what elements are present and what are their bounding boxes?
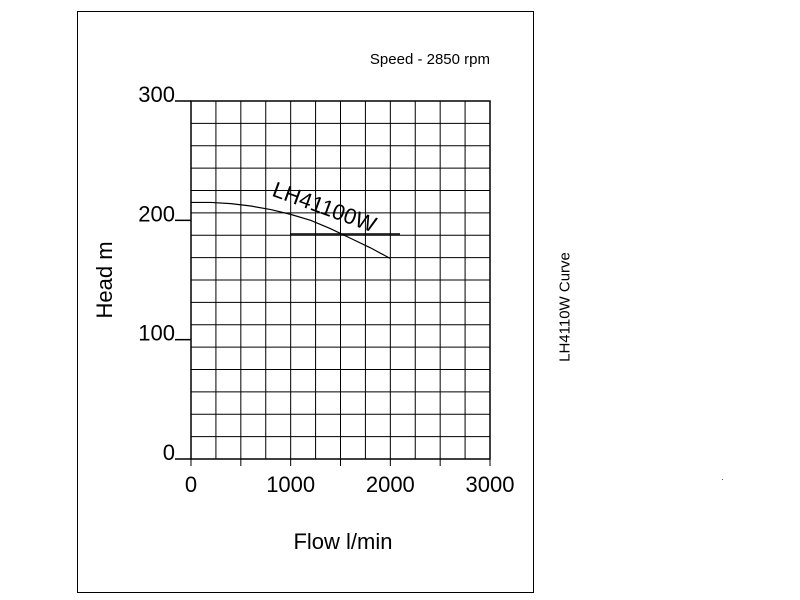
series-lines — [191, 201, 400, 260]
x-tick-label: 3000 — [466, 472, 515, 497]
x-axis-ticks: 0 1000 2000 3000 — [185, 459, 515, 497]
x-tick-label: 0 — [185, 472, 197, 497]
y-axis-ticks: 0 100 200 300 — [138, 82, 191, 465]
x-tick-label: 2000 — [366, 472, 415, 497]
chart-frame — [77, 11, 534, 593]
y-tick-label: 0 — [163, 440, 175, 465]
y-tick-label: 200 — [138, 201, 175, 226]
series-line — [191, 201, 391, 260]
x-axis-label: Flow l/min — [293, 529, 392, 554]
speed-label: Speed - 2850 rpm — [370, 51, 490, 68]
x-tick-label: 1000 — [266, 472, 315, 497]
y-tick-label: 300 — [138, 82, 175, 107]
plot-grid — [190, 100, 491, 460]
stray-dot — [722, 479, 723, 480]
y-tick-label: 100 — [138, 321, 175, 346]
series-label-lh41100w: LH41100W — [269, 177, 380, 238]
curve-side-label: LH4110W Curve — [556, 252, 574, 362]
y-axis-label: Head m — [92, 241, 117, 318]
